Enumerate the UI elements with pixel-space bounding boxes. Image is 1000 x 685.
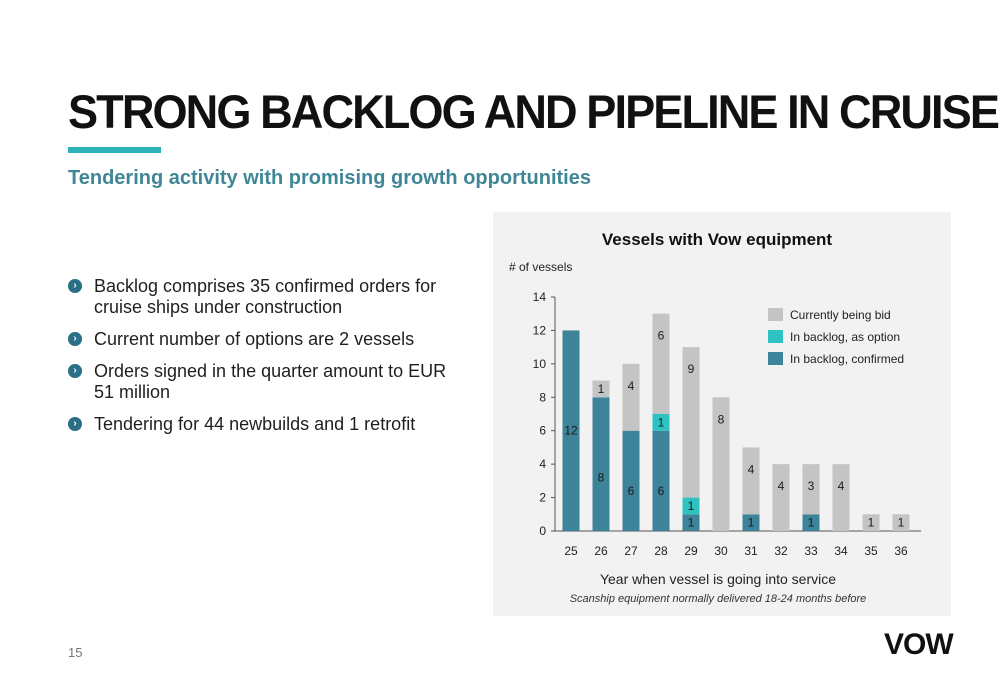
y-tick-label: 0 [539, 524, 546, 538]
data-label: 6 [658, 484, 665, 498]
bar-segment [682, 497, 700, 515]
data-label: 6 [658, 329, 665, 343]
data-label: 1 [658, 415, 665, 429]
x-tick-label: 25 [564, 544, 578, 558]
y-tick-label: 14 [533, 290, 547, 304]
bar-segment [592, 397, 610, 531]
legend-label: In backlog, confirmed [790, 352, 904, 366]
x-tick-label: 29 [684, 544, 698, 558]
bullet-item: › Current number of options are 2 vessel… [68, 329, 468, 350]
bullet-list: › Backlog comprises 35 confirmed orders … [68, 276, 468, 446]
x-tick-label: 34 [834, 544, 848, 558]
x-tick-label: 36 [894, 544, 908, 558]
bar-segment [622, 430, 640, 531]
bullet-text: Tendering for 44 newbuilds and 1 retrofi… [94, 414, 416, 434]
x-tick-label: 33 [804, 544, 818, 558]
y-axis-label: # of vessels [509, 260, 572, 274]
data-label: 4 [628, 379, 635, 393]
legend-label: Currently being bid [790, 308, 891, 322]
bar-segment [652, 414, 670, 431]
x-tick-label: 30 [714, 544, 728, 558]
bar-segment [562, 330, 580, 531]
bar-segment [652, 313, 670, 414]
bar-segment [592, 380, 610, 398]
x-tick-label: 31 [744, 544, 758, 558]
bullet-item: › Orders signed in the quarter amount to… [68, 361, 468, 403]
y-tick-label: 8 [539, 390, 546, 404]
data-label: 3 [808, 479, 815, 493]
page-subtitle: Tendering activity with promising growth… [68, 167, 591, 189]
x-tick-label: 32 [774, 544, 788, 558]
x-tick-label: 27 [624, 544, 638, 558]
data-label: 4 [838, 479, 845, 493]
x-axis-label: Year when vessel is going into service [600, 571, 836, 587]
chevron-right-circle-icon: › [68, 279, 82, 293]
bar-segment [682, 347, 700, 498]
chart-title: Vessels with Vow equipment [602, 230, 833, 249]
chevron-right-circle-icon: › [68, 417, 82, 431]
data-label: 1 [898, 516, 905, 530]
bar-segment [772, 464, 790, 531]
bullet-text: Current number of options are 2 vessels [94, 329, 415, 349]
bar-segment [682, 514, 700, 531]
legend-swatch [768, 308, 783, 321]
chart-footnote: Scanship equipment normally delivered 18… [570, 593, 867, 605]
data-label: 4 [778, 479, 785, 493]
bar-segment [802, 464, 820, 515]
data-label: 1 [808, 516, 815, 530]
bar-segment [712, 397, 730, 531]
data-label: 1 [688, 499, 695, 513]
bar-segment [832, 464, 850, 531]
bar-segment [802, 514, 820, 531]
title-accent-bar [68, 147, 161, 153]
bar-segment [652, 430, 670, 531]
bar-segment [862, 514, 880, 531]
x-tick-label: 35 [864, 544, 878, 558]
data-label: 1 [688, 516, 695, 530]
bar-segment [742, 447, 760, 515]
chevron-right-circle-icon: › [68, 364, 82, 378]
vow-logo: VOW [884, 628, 954, 661]
x-tick-label: 28 [654, 544, 668, 558]
y-tick-label: 6 [539, 424, 546, 438]
bullet-text: Orders signed in the quarter amount to E… [94, 361, 447, 402]
y-tick-label: 12 [533, 323, 547, 337]
data-label: 4 [748, 462, 755, 476]
bullet-text: Backlog comprises 35 confirmed orders fo… [94, 276, 437, 317]
x-tick-label: 26 [594, 544, 608, 558]
bar-segment [892, 514, 910, 531]
legend-label: In backlog, as option [790, 330, 900, 344]
bar-segment [742, 514, 760, 531]
bullet-item: › Tendering for 44 newbuilds and 1 retro… [68, 414, 468, 435]
data-label: 1 [868, 516, 875, 530]
page-number: 15 [68, 645, 83, 660]
legend-swatch [768, 352, 783, 365]
y-tick-label: 4 [539, 457, 546, 471]
stacked-bar-chart: Vessels with Vow equipment # of vessels 0 2… [509, 230, 921, 605]
bar-segment [622, 363, 640, 431]
bullet-item: › Backlog comprises 35 confirmed orders … [68, 276, 468, 318]
y-tick-label: 2 [539, 491, 546, 505]
data-label: 8 [718, 412, 725, 426]
data-label: 6 [628, 484, 635, 498]
y-tick-label: 10 [533, 357, 547, 371]
data-label: 1 [598, 382, 605, 396]
data-label: 12 [564, 424, 578, 438]
chart-panel: Vessels with Vow equipment # of vessels 0 2… [493, 212, 951, 616]
data-label: 9 [688, 362, 695, 376]
data-label: 8 [598, 471, 605, 485]
data-label: 1 [748, 516, 755, 530]
legend-swatch [768, 330, 783, 343]
page-title: STRONG BACKLOG AND PIPELINE IN CRUISE [68, 85, 1000, 138]
chevron-right-circle-icon: › [68, 332, 82, 346]
